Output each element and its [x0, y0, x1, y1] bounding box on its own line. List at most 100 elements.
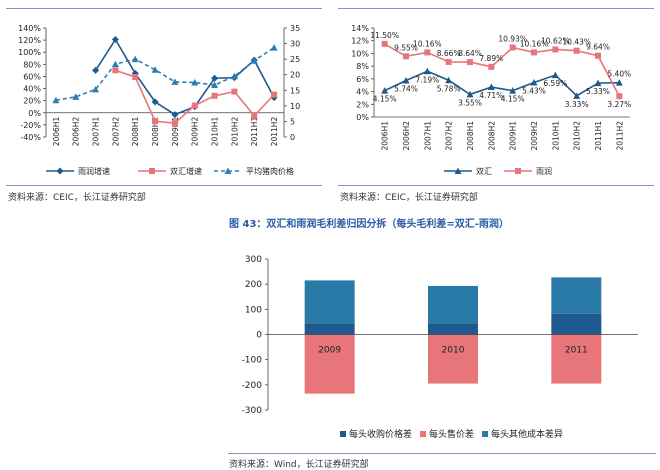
legend-swatch — [340, 431, 346, 437]
series-1-point — [466, 90, 474, 98]
margin-chart: 14% 12% 10% 8% 6% 4% 2% 0% 2006H1 2006H2 2007H1 200… — [351, 24, 631, 176]
left-tick-label: -20% — [20, 121, 41, 130]
y-tick-label: -200 — [242, 381, 263, 391]
series-1-point — [423, 67, 431, 75]
y-tick-label: 300 — [245, 255, 262, 265]
series-2-point — [403, 53, 409, 60]
x-tick-label: 2010H2 — [573, 121, 582, 151]
series-2-point — [616, 93, 623, 100]
x-tick-label: 2007H1 — [92, 117, 101, 147]
legend-label: 每头收购价格差 — [349, 428, 412, 440]
bar-segment-2 — [304, 334, 355, 394]
x-tick-label: 2006H2 — [402, 121, 411, 151]
series-2-point — [424, 49, 431, 56]
y-tick-label: 100 — [245, 305, 262, 315]
left-tick-label: 80% — [23, 60, 41, 69]
data-label: 5.43% — [522, 86, 546, 95]
y-tick-label: 0% — [356, 113, 369, 122]
series-1-line — [384, 70, 620, 97]
x-tick-label: 2008H1 — [466, 121, 475, 151]
series-3-point — [171, 78, 179, 85]
series-3-point — [72, 93, 80, 100]
series-2-point — [271, 91, 278, 98]
bar-segment-3 — [428, 285, 478, 324]
series-2-point — [211, 92, 218, 99]
y-tick-label: 14% — [351, 24, 369, 33]
series-3-point — [230, 72, 238, 80]
legend-swatch — [420, 431, 427, 437]
legend-marker — [515, 168, 521, 174]
y-tick-label: -300 — [242, 406, 263, 416]
series-2-point — [488, 63, 495, 70]
x-tick-label: 2010H1 — [551, 121, 560, 151]
series-1-point — [445, 76, 453, 84]
series-3-point — [211, 81, 219, 88]
y-tick-label: 10% — [351, 49, 369, 58]
series-1-point — [381, 87, 389, 94]
series-1-point — [509, 87, 517, 94]
data-label: 4.15% — [501, 95, 525, 104]
right-tick-label: 5 — [290, 117, 295, 126]
bar-segment-1 — [551, 313, 602, 335]
series-1-point — [487, 83, 495, 91]
y-tick-label: 6% — [356, 75, 369, 84]
series-2-point — [531, 49, 537, 56]
series-2-line — [384, 43, 621, 97]
x-tick-label: 2006H2 — [72, 117, 81, 147]
data-label: 5.40% — [607, 70, 631, 79]
series-2-point — [573, 47, 580, 54]
x-tick-label: 2009H2 — [530, 121, 539, 151]
bar-segment-1 — [428, 323, 478, 335]
right-tick-label: 10 — [290, 102, 300, 111]
y-tick-label: -100 — [242, 356, 263, 366]
series-2-point — [381, 40, 388, 47]
figure-title: 图 43：双汇和雨润毛利差归因分拆（每头毛利差=双汇-雨润） — [229, 219, 509, 230]
series-2-point — [467, 59, 473, 66]
right-tick-label: 35 — [290, 24, 300, 33]
legend-label: 每头其他成本差异 — [491, 428, 563, 440]
right-tick-label: 25 — [290, 55, 300, 64]
x-tick-label: 2011H1 — [594, 121, 603, 151]
legend-label: 雨润增速 — [78, 166, 110, 176]
right-tick-label: 0 — [290, 133, 295, 142]
series-3-point — [151, 66, 159, 73]
legend-marker — [56, 167, 64, 175]
left-tick-label: 0% — [28, 109, 41, 118]
x-tick-label: 2009H2 — [191, 117, 200, 147]
category-label: 2010 — [442, 346, 465, 356]
x-tick-label: 2006H1 — [381, 121, 390, 151]
right-tick-label: 20 — [290, 71, 300, 80]
category-label: 2009 — [318, 346, 341, 356]
x-tick-label: 2011H2 — [270, 117, 279, 147]
series-1-point — [402, 77, 410, 84]
data-label: 8.64% — [458, 49, 482, 58]
series-2-point — [231, 88, 238, 95]
x-tick-label: 2007H1 — [423, 121, 432, 151]
source-note-top-left: 资料来源：CEIC，长江证券研究部 — [8, 193, 146, 203]
series-2-point — [171, 120, 178, 127]
left-tick-label: 100% — [18, 48, 41, 57]
right-tick-label: 30 — [290, 40, 300, 49]
right-tick-label: 15 — [290, 86, 300, 95]
legend-label: 平均猪肉价格 — [246, 166, 294, 176]
data-label: 4.15% — [373, 95, 397, 104]
series-2-point — [191, 102, 198, 109]
series-2-point — [152, 118, 159, 125]
left-tick-label: 140% — [18, 24, 41, 33]
series-1-point — [615, 79, 623, 86]
legend-marker — [454, 167, 462, 174]
x-tick-label: 2009H1 — [509, 121, 518, 151]
x-tick-label: 2010H1 — [211, 117, 220, 147]
y-tick-label: 2% — [356, 100, 369, 109]
series-3-point — [250, 57, 258, 64]
series-3-point — [131, 55, 139, 63]
legend-label: 双汇增速 — [170, 166, 202, 176]
x-tick-label: 2006H1 — [52, 117, 61, 147]
series-3-line — [55, 46, 275, 102]
data-label: 10.93% — [498, 35, 527, 44]
legend-marker — [149, 168, 155, 174]
data-label: 5.74% — [394, 85, 418, 94]
y-tick-label: 4% — [356, 88, 369, 97]
series-1-point — [171, 111, 179, 119]
series-2-point — [595, 52, 601, 59]
